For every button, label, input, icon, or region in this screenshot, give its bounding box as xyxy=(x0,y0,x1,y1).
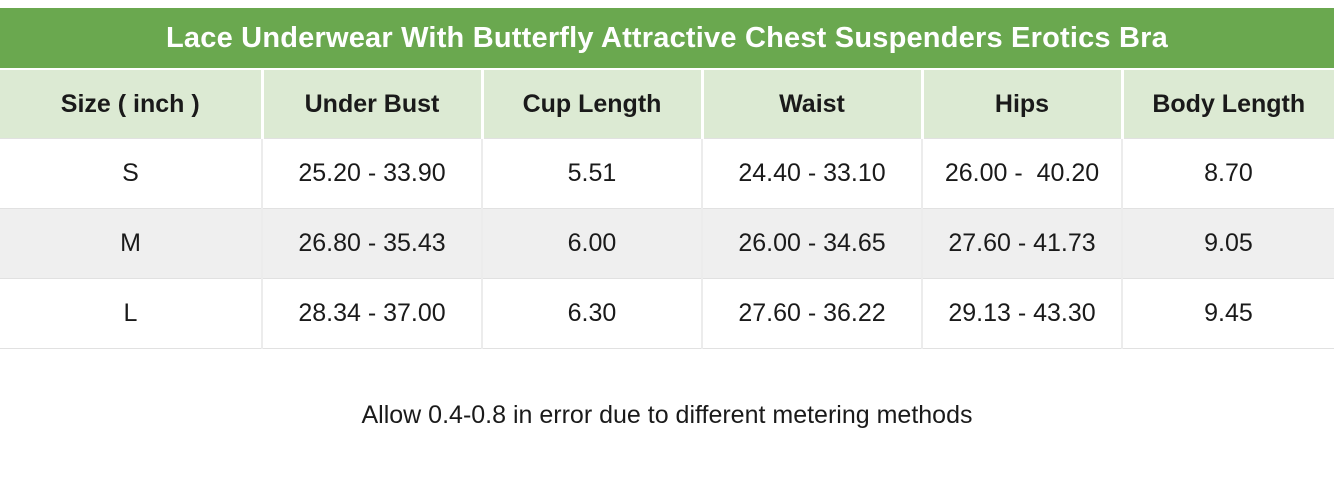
cell-l-cup-length: 6.30 xyxy=(481,278,702,349)
cell-s-waist: 24.40 - 33.10 xyxy=(701,138,922,209)
cell-m-size: M xyxy=(0,208,262,279)
cell-m-under-bust: 26.80 - 35.43 xyxy=(261,208,482,279)
cell-l-size: L xyxy=(0,278,262,349)
chart-title-bar: Lace Underwear With Butterfly Attractive… xyxy=(0,8,1334,68)
cell-m-hips: 27.60 - 41.73 xyxy=(921,208,1122,279)
size-table: Size ( inch ) Under Bust Cup Length Wais… xyxy=(0,70,1334,349)
cell-s-hips: 26.00 - 40.20 xyxy=(921,138,1122,209)
column-header-waist: Waist xyxy=(700,70,922,139)
table-row-m: M 26.80 - 35.43 6.00 26.00 - 34.65 27.60… xyxy=(0,208,1334,279)
cell-m-cup-length: 6.00 xyxy=(481,208,702,279)
cell-m-body-length: 9.05 xyxy=(1121,208,1334,279)
cell-s-under-bust: 25.20 - 33.90 xyxy=(261,138,482,209)
cell-s-body-length: 8.70 xyxy=(1121,138,1334,209)
cell-l-waist: 27.60 - 36.22 xyxy=(701,278,922,349)
column-header-size: Size ( inch ) xyxy=(0,70,262,139)
cell-l-under-bust: 28.34 - 37.00 xyxy=(261,278,482,349)
header-row: Size ( inch ) Under Bust Cup Length Wais… xyxy=(0,70,1334,139)
column-header-body-length: Body Length xyxy=(1120,70,1334,139)
cell-s-size: S xyxy=(0,138,262,209)
cell-m-waist: 26.00 - 34.65 xyxy=(701,208,922,279)
cell-l-body-length: 9.45 xyxy=(1121,278,1334,349)
column-header-under-bust: Under Bust xyxy=(260,70,482,139)
table-row-s: S 25.20 - 33.90 5.51 24.40 - 33.10 26.00… xyxy=(0,138,1334,209)
column-header-hips: Hips xyxy=(920,70,1122,139)
size-table-body: S 25.20 - 33.90 5.51 24.40 - 33.10 26.00… xyxy=(0,138,1334,349)
chart-title: Lace Underwear With Butterfly Attractive… xyxy=(166,21,1168,54)
column-header-cup-length: Cup Length xyxy=(480,70,702,139)
size-table-header: Size ( inch ) Under Bust Cup Length Wais… xyxy=(0,70,1334,139)
cell-l-hips: 29.13 - 43.30 xyxy=(921,278,1122,349)
cell-s-cup-length: 5.51 xyxy=(481,138,702,209)
measurement-error-note: Allow 0.4-0.8 in error due to different … xyxy=(361,401,973,429)
table-row-l: L 28.34 - 37.00 6.30 27.60 - 36.22 29.13… xyxy=(0,278,1334,349)
